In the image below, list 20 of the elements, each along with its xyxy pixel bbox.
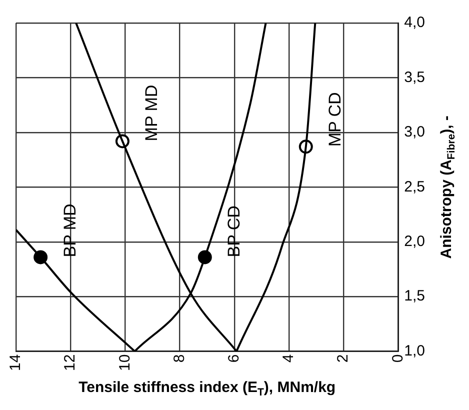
y-tick-label: 3,5	[404, 68, 426, 86]
x-tick-label: 8	[170, 354, 188, 363]
annotation: MP MD	[142, 84, 162, 142]
y-tick-label: 1,5	[404, 288, 426, 305]
annotation: MP CD	[326, 92, 345, 147]
x-tick-label: 10	[116, 354, 134, 372]
y-tick-label: 4,0	[404, 14, 426, 32]
x-tick-label: 6	[226, 354, 243, 363]
x-tick-label: 14	[7, 354, 24, 372]
y-axis-title: Anisotropy (AFibre), -	[438, 116, 458, 259]
y-tick-label: 2,0	[404, 233, 426, 250]
y-tick-label: 1,0	[404, 342, 426, 360]
annotation: BP MD	[60, 204, 80, 258]
x-tick-label: 4	[280, 354, 298, 363]
x-tick-label: 2	[334, 354, 352, 363]
x-tick-label: 12	[62, 354, 79, 372]
annotation: BP CD	[224, 206, 244, 258]
y-tick-label: 2,5	[404, 178, 426, 196]
y-tick-label: 3,0	[404, 124, 426, 141]
x-tick-label: 0	[389, 354, 406, 363]
